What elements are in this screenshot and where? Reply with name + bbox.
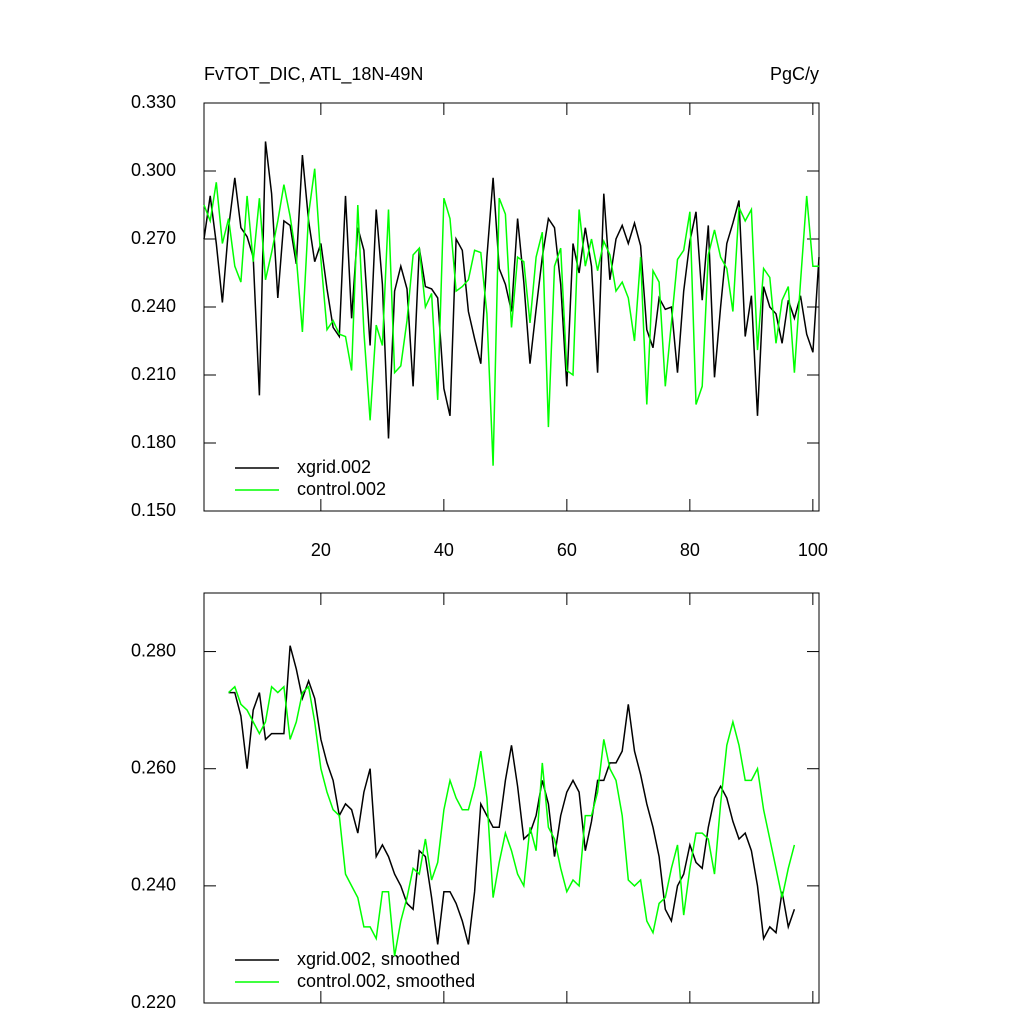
series-line — [228, 645, 796, 945]
y-tick-label: 0.240 — [131, 296, 176, 316]
series-line — [228, 685, 796, 957]
series-line — [203, 168, 819, 466]
units-label: PgC/y — [770, 64, 819, 84]
x-tick-label: 60 — [557, 540, 577, 560]
legend-label: control.002, smoothed — [297, 971, 475, 991]
legend-label: control.002 — [297, 479, 386, 499]
y-tick-label: 0.180 — [131, 432, 176, 452]
legend-label: xgrid.002 — [297, 457, 371, 477]
y-tick-label: 0.260 — [131, 757, 176, 777]
y-tick-label: 0.330 — [131, 92, 176, 112]
x-tick-label: 80 — [680, 540, 700, 560]
y-tick-label: 0.220 — [131, 992, 176, 1012]
x-tick-label: 100 — [798, 540, 828, 560]
series-line — [203, 141, 820, 439]
y-tick-label: 0.270 — [131, 228, 176, 248]
y-tick-label: 0.240 — [131, 875, 176, 895]
legend-label: xgrid.002, smoothed — [297, 949, 460, 969]
x-tick-label: 20 — [311, 540, 331, 560]
y-tick-label: 0.300 — [131, 160, 176, 180]
plot-frame — [203, 102, 820, 512]
x-tick-label: 40 — [434, 540, 454, 560]
y-tick-label: 0.280 — [131, 640, 176, 660]
y-tick-label: 0.150 — [131, 500, 176, 520]
y-tick-label: 0.210 — [131, 364, 176, 384]
plot-frame — [203, 592, 820, 1004]
chart-title: FvTOT_DIC, ATL_18N-49N — [204, 64, 423, 85]
